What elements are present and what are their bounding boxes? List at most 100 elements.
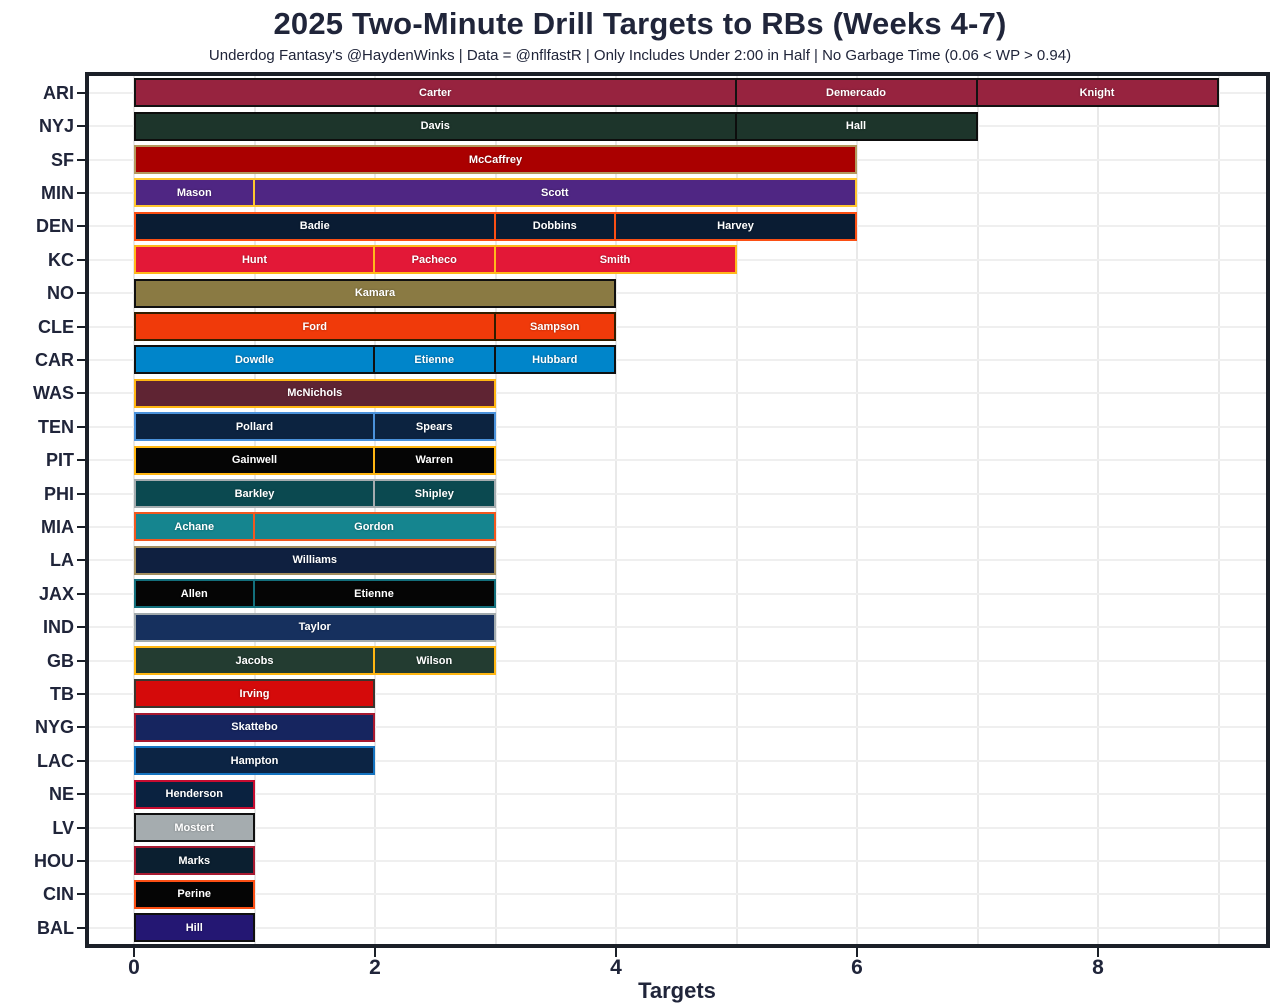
bar-segment-den-badie: Badie bbox=[134, 211, 496, 241]
player-label: Achane bbox=[174, 520, 215, 533]
horizontal-gridline bbox=[89, 358, 1266, 361]
player-label: Allen bbox=[180, 587, 208, 600]
bar-segment-ari-demercado: Demercado bbox=[734, 78, 978, 108]
y-tick-label-tb: TB bbox=[50, 683, 74, 704]
x-tick-label-4: 4 bbox=[610, 956, 622, 979]
player-label: Shipley bbox=[414, 487, 454, 500]
vertical-gridline bbox=[735, 76, 738, 944]
y-tick-label-mia: MIA bbox=[41, 516, 74, 537]
horizontal-gridline bbox=[89, 292, 1266, 295]
player-label: Kamara bbox=[354, 287, 396, 300]
player-label: Skattebo bbox=[231, 721, 278, 734]
bar-segment-tb-irving: Irving bbox=[134, 679, 375, 709]
vertical-gridline bbox=[615, 76, 617, 944]
bar-segment-car-hubbard: Hubbard bbox=[493, 345, 616, 375]
bar-segment-jax-etienne: Etienne bbox=[252, 579, 496, 609]
y-tick-label-ind: IND bbox=[43, 617, 74, 638]
player-label: Knight bbox=[1079, 86, 1115, 99]
player-label: Scott bbox=[541, 186, 569, 199]
horizontal-gridline bbox=[89, 659, 1266, 662]
bar-segment-phi-shipley: Shipley bbox=[373, 479, 496, 508]
bar-segment-la-williams: Williams bbox=[134, 545, 496, 575]
chart-subtitle: Underdog Fantasy's @HaydenWinks | Data =… bbox=[208, 47, 1072, 64]
player-label: Spears bbox=[415, 420, 453, 433]
player-label: Davis bbox=[420, 120, 450, 133]
player-label: McNichols bbox=[287, 387, 343, 400]
x-tick-mark bbox=[856, 948, 858, 957]
player-label: McCaffrey bbox=[468, 153, 523, 166]
y-tick-mark bbox=[77, 91, 85, 94]
player-label: Mostert bbox=[174, 821, 215, 834]
bar-segment-nyj-hall: Hall bbox=[734, 111, 978, 141]
bar-segment-cle-sampson: Sampson bbox=[493, 312, 616, 341]
horizontal-gridline bbox=[89, 325, 1266, 328]
y-tick-mark bbox=[77, 125, 85, 128]
y-tick-mark bbox=[77, 225, 85, 228]
bar-segment-den-dobbins: Dobbins bbox=[493, 211, 616, 241]
y-tick-label-lac: LAC bbox=[37, 750, 74, 771]
player-label: Gainwell bbox=[231, 454, 278, 467]
bar-segment-gb-jacobs: Jacobs bbox=[134, 646, 375, 675]
bar-segment-ten-spears: Spears bbox=[373, 412, 496, 442]
bar-segment-jax-allen: Allen bbox=[134, 579, 255, 609]
bar-segment-den-harvey: Harvey bbox=[614, 211, 857, 241]
player-label: Ford bbox=[302, 320, 327, 333]
bar-segment-was-mcnichols: McNichols bbox=[134, 378, 496, 408]
y-tick-label-no: NO bbox=[47, 283, 74, 304]
y-tick-mark bbox=[77, 191, 85, 194]
bar-segment-pit-warren: Warren bbox=[373, 445, 496, 475]
y-tick-mark bbox=[77, 459, 85, 462]
horizontal-gridline bbox=[89, 692, 1266, 695]
y-tick-mark bbox=[77, 492, 85, 495]
plot-area: Carter Demercado Knight Davis Hall McCaffrey M… bbox=[85, 72, 1270, 948]
y-tick-label-nyg: NYG bbox=[34, 717, 74, 738]
vertical-gridline bbox=[1097, 76, 1099, 944]
player-label: Badie bbox=[299, 220, 330, 233]
player-label: Mason bbox=[176, 186, 212, 199]
horizontal-gridline bbox=[89, 859, 1266, 862]
y-tick-mark bbox=[77, 826, 85, 829]
horizontal-gridline bbox=[89, 392, 1266, 395]
bar-segment-phi-barkley: Barkley bbox=[134, 479, 375, 508]
y-tick-mark bbox=[77, 425, 85, 428]
y-tick-label-gb: GB bbox=[47, 650, 74, 671]
player-label: Hunt bbox=[241, 253, 268, 266]
bar-segment-ari-carter: Carter bbox=[134, 78, 737, 108]
horizontal-gridline bbox=[89, 492, 1266, 495]
y-tick-label-cin: CIN bbox=[43, 884, 74, 905]
vertical-gridline bbox=[374, 76, 376, 944]
horizontal-gridline bbox=[89, 425, 1266, 428]
vertical-gridline bbox=[856, 76, 858, 944]
horizontal-gridline bbox=[89, 759, 1266, 762]
bar-segment-min-mason: Mason bbox=[134, 178, 255, 208]
player-label: Dobbins bbox=[532, 220, 577, 233]
y-tick-mark bbox=[77, 525, 85, 528]
bar-segment-ten-pollard: Pollard bbox=[134, 412, 375, 442]
vertical-gridline bbox=[1217, 76, 1220, 944]
x-tick-label-8: 8 bbox=[1092, 956, 1104, 979]
y-tick-mark bbox=[77, 292, 85, 295]
y-tick-label-sf: SF bbox=[50, 149, 74, 170]
player-label: Warren bbox=[415, 454, 454, 467]
player-label: Harvey bbox=[717, 220, 754, 233]
player-label: Hubbard bbox=[532, 353, 578, 366]
horizontal-gridline bbox=[89, 893, 1266, 896]
y-tick-mark bbox=[77, 926, 85, 929]
y-tick-mark bbox=[77, 859, 85, 862]
bar-segment-kc-smith: Smith bbox=[493, 245, 737, 275]
player-label: Dowdle bbox=[234, 353, 275, 366]
bar-segment-lac-hampton: Hampton bbox=[134, 746, 375, 776]
player-label: Hampton bbox=[230, 754, 279, 767]
bar-segment-gb-wilson: Wilson bbox=[373, 646, 496, 675]
player-label: Henderson bbox=[165, 788, 223, 801]
bar-segment-ind-taylor: Taylor bbox=[134, 612, 496, 642]
player-label: Jacobs bbox=[235, 654, 274, 667]
bar-segment-min-scott: Scott bbox=[252, 178, 857, 208]
player-label: Taylor bbox=[298, 621, 331, 634]
y-tick-label-phi: PHI bbox=[43, 483, 74, 504]
player-label: Perine bbox=[177, 888, 212, 901]
bar-segment-pit-gainwell: Gainwell bbox=[134, 445, 375, 475]
horizontal-gridline bbox=[89, 926, 1266, 929]
bar-segment-cle-ford: Ford bbox=[134, 312, 496, 341]
